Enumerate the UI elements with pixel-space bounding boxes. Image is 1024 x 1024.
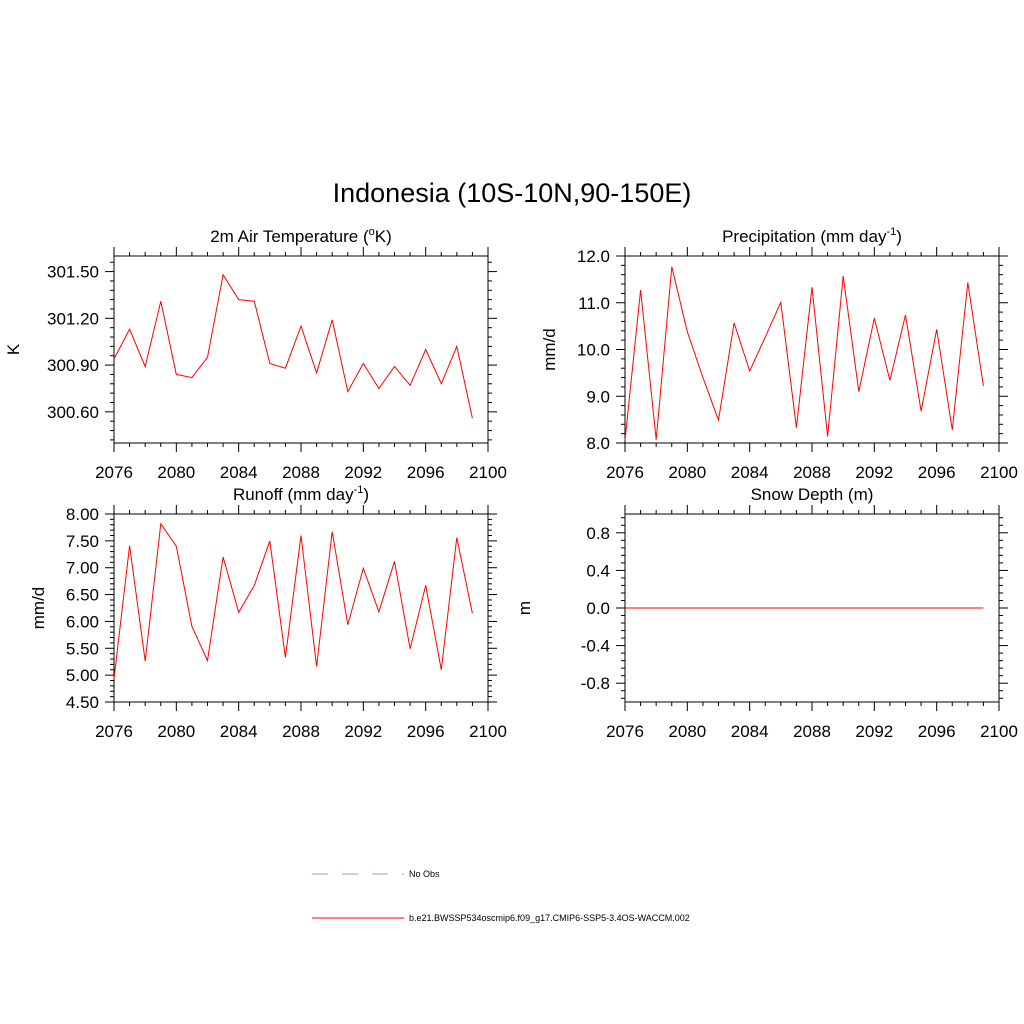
- panel-3: 2076 2080 2084 2088 2092 2096 2100 4.50 5.00 5.50…: [29, 484, 507, 741]
- y-tick-label: 7.50: [66, 532, 99, 551]
- y-tick-label: 0.8: [586, 524, 610, 543]
- x-tick-label: 2084: [220, 463, 258, 482]
- y-tick-label: 300.90: [47, 356, 99, 375]
- plot-frame: [624, 255, 1000, 444]
- x-tick-label: 2084: [220, 722, 258, 741]
- y-tick-label: 8.00: [66, 505, 99, 524]
- panel-title-main: Precipitation (mm day: [722, 227, 887, 246]
- y-tick-label: -0.8: [581, 674, 610, 693]
- panel-title-superscript: -1: [886, 226, 896, 238]
- x-tick-label: 2080: [157, 722, 195, 741]
- y-tick-label: 4.50: [66, 693, 99, 712]
- panel-title: Precipitation (mm day-1): [722, 226, 902, 246]
- legend-obs-label: No Obs: [409, 869, 440, 879]
- y-axis-label: m: [515, 601, 534, 615]
- panel-title: Runoff (mm day-1): [233, 484, 369, 504]
- panel-title: Snow Depth (m): [751, 485, 874, 504]
- x-tick-label: 2088: [282, 722, 320, 741]
- series-line-1: [113, 273, 473, 419]
- panel-title-tail: ): [896, 227, 902, 246]
- plot-frame: [113, 255, 489, 444]
- x-tick-label: 2084: [731, 463, 769, 482]
- y-tick-label: 301.50: [47, 263, 99, 282]
- x-tick-label: 2096: [918, 722, 956, 741]
- y-tick-label: 8.0: [586, 434, 610, 453]
- x-tick-label: 2080: [668, 463, 706, 482]
- panel-title-tail: K): [375, 227, 392, 246]
- panel-4: 2076 2080 2084 2088 2092 2096 2100 -0.8 -0.4 0.0 0…: [515, 485, 1018, 741]
- x-tick-label: 2084: [731, 722, 769, 741]
- y-axis-label: mm/d: [29, 587, 48, 630]
- x-tick-label: 2076: [95, 463, 133, 482]
- y-tick-label: 7.00: [66, 559, 99, 578]
- x-tick-label: 2096: [407, 722, 445, 741]
- panel-title-tail: ): [363, 485, 369, 504]
- y-tick-label: 5.00: [66, 666, 99, 685]
- x-tick-label: 2100: [469, 463, 507, 482]
- legend-model-label: b.e21.BWSSP534oscmip6.f09_g17.CMIP6-SSP5…: [409, 913, 690, 923]
- panel-2: 2076 2080 2084 2088 2092 2096 2100 8.0 9.0 10.0 11…: [540, 226, 1018, 482]
- y-tick-label: 9.0: [586, 387, 610, 406]
- y-axis-label: K: [4, 343, 23, 355]
- panel-title-main: 2m Air Temperature (: [210, 227, 369, 246]
- y-tick-label: 11.0: [578, 294, 610, 313]
- y-axis-label: mm/d: [540, 328, 559, 371]
- x-tick-label: 2076: [606, 722, 644, 741]
- y-tick-label: 12.0: [577, 247, 610, 266]
- x-tick-label: 2100: [980, 463, 1018, 482]
- y-tick-label: 0.4: [586, 561, 610, 580]
- figure-title: Indonesia (10S-10N,90-150E): [333, 178, 692, 208]
- x-tick-label: 2092: [855, 463, 893, 482]
- y-tick-label: 300.60: [47, 403, 99, 422]
- legend: No Obs b.e21.BWSSP534oscmip6.f09_g17.CMI…: [312, 869, 690, 923]
- x-tick-label: 2088: [282, 463, 320, 482]
- series-line-1: [624, 266, 984, 441]
- x-tick-label: 2092: [344, 463, 382, 482]
- y-tick-label: -0.4: [581, 637, 610, 656]
- panels: 2076 2080 2084 2088 2092 2096 2100 300.60 300.90…: [4, 226, 1018, 741]
- x-tick-label: 2096: [918, 463, 956, 482]
- y-tick-label: 301.20: [47, 309, 99, 328]
- y-tick-label: 5.50: [66, 639, 99, 658]
- x-tick-label: 2100: [980, 722, 1018, 741]
- x-tick-label: 2100: [469, 722, 507, 741]
- plot-frame: [113, 513, 489, 703]
- panel-title-superscript: -1: [354, 484, 364, 496]
- x-tick-label: 2080: [668, 722, 706, 741]
- x-tick-label: 2076: [95, 722, 133, 741]
- y-tick-label: 0.0: [586, 599, 610, 618]
- x-tick-label: 2080: [157, 463, 195, 482]
- panel-title-superscript: o: [369, 226, 375, 238]
- x-tick-label: 2076: [606, 463, 644, 482]
- x-tick-label: 2096: [407, 463, 445, 482]
- y-tick-label: 6.50: [66, 586, 99, 605]
- panel-title: 2m Air Temperature (oK): [210, 226, 392, 246]
- panel-1: 2076 2080 2084 2088 2092 2096 2100 300.60 300.90…: [4, 226, 507, 482]
- y-tick-label: 10.0: [577, 341, 610, 360]
- series-line-1: [113, 522, 473, 679]
- y-tick-label: 6.00: [66, 612, 99, 631]
- x-tick-label: 2088: [793, 722, 831, 741]
- x-tick-label: 2088: [793, 463, 831, 482]
- x-tick-label: 2092: [344, 722, 382, 741]
- x-tick-label: 2092: [855, 722, 893, 741]
- panel-title-main: Snow Depth (m): [751, 485, 874, 504]
- panel-title-main: Runoff (mm day: [233, 485, 354, 504]
